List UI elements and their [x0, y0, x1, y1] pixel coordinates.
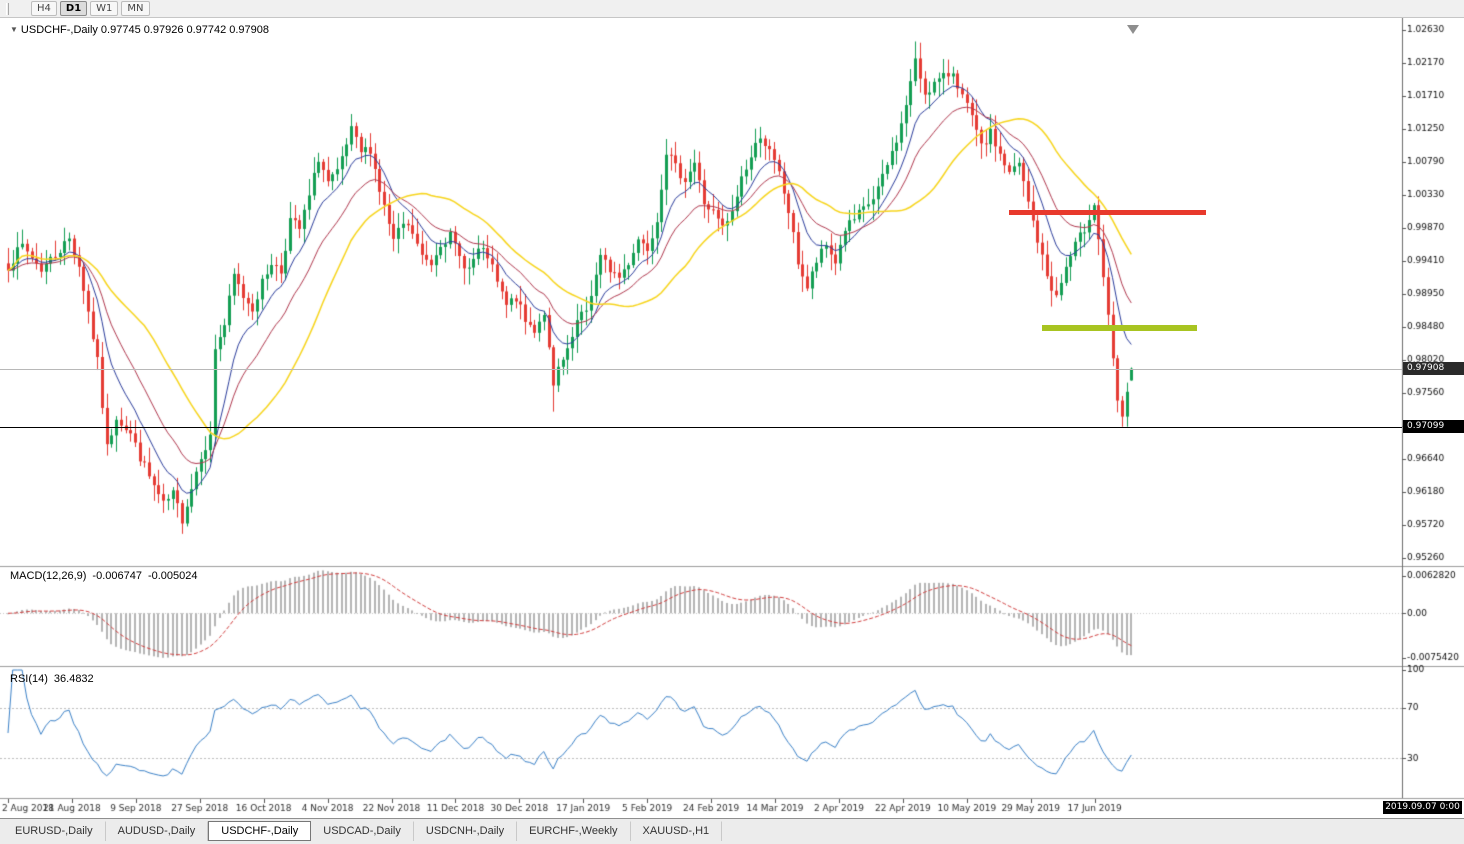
macd-signal-value: -0.005024 [147, 570, 198, 582]
chart-tab-usdcnh-daily[interactable]: USDCNH-,Daily [414, 821, 518, 841]
macd-main-value: -0.006747 [92, 570, 142, 582]
macd-indicator-title: MACD(12,26,9) -0.006747 -0.005024 [10, 570, 198, 582]
bid-price-line [0, 369, 1402, 370]
chart-tabs-bar: EURUSD-,Daily AUDUSD-,Daily USDCHF-,Daily U… [0, 818, 1464, 844]
timeframe-button-w1[interactable]: W1 [90, 1, 119, 16]
rsi-value: 36.4832 [53, 673, 94, 685]
toolbar-grip[interactable] [6, 2, 9, 15]
ohlc-high: 0.97926 [143, 24, 184, 36]
timeframe-buttons-group: H4 D1 W1 MN [31, 1, 153, 16]
chart-symbol-label: USDCHF-,Daily [20, 24, 98, 36]
chart-tab-usdcad-daily[interactable]: USDCAD-,Daily [311, 821, 414, 841]
support-line[interactable] [1042, 325, 1198, 331]
timeframe-button-h4[interactable]: H4 [31, 1, 57, 16]
chart-tab-audusd-daily[interactable]: AUDUSD-,Daily [106, 821, 209, 841]
macd-label: MACD(12,26,9) [10, 570, 87, 582]
chart-title: ▼ USDCHF-,Daily 0.97745 0.97926 0.97742 0.979… [10, 24, 272, 36]
chart-tab-usdchf-daily[interactable]: USDCHF-,Daily [208, 821, 312, 841]
chart-tab-eurchf-weekly[interactable]: EURCHF-,Weekly [517, 821, 631, 841]
chart-tab-eurusd-daily[interactable]: EURUSD-,Daily [3, 821, 106, 841]
chart-tabs-group: EURUSD-,Daily AUDUSD-,Daily USDCHF-,Daily U… [3, 821, 723, 841]
timeframe-button-mn[interactable]: MN [121, 1, 150, 16]
rsi-label: RSI(14) [10, 673, 48, 685]
hline-price-box: 0.97099 [1403, 420, 1464, 433]
low-horizontal-line[interactable] [0, 427, 1402, 428]
collapse-indicator-icon[interactable]: ▼ [10, 25, 18, 34]
price-chart-canvas[interactable] [0, 18, 1464, 818]
resistance-line[interactable] [1009, 210, 1207, 215]
ohlc-open: 0.97745 [100, 24, 141, 36]
ohlc-low: 0.97742 [186, 24, 227, 36]
chart-tab-xauusd-h1[interactable]: XAUUSD-,H1 [631, 821, 723, 841]
bid-price-box: 0.97908 [1403, 362, 1464, 375]
ohlc-close: 0.97908 [229, 24, 269, 36]
rsi-indicator-title: RSI(14) 36.4832 [10, 673, 94, 685]
timeframe-button-d1[interactable]: D1 [59, 1, 88, 16]
right-edge-date-box: 2019.09.07 0:00 [1383, 801, 1462, 814]
chart-shift-marker-icon[interactable] [1127, 25, 1139, 34]
timeframe-toolbar: H4 D1 W1 MN [0, 0, 1464, 18]
